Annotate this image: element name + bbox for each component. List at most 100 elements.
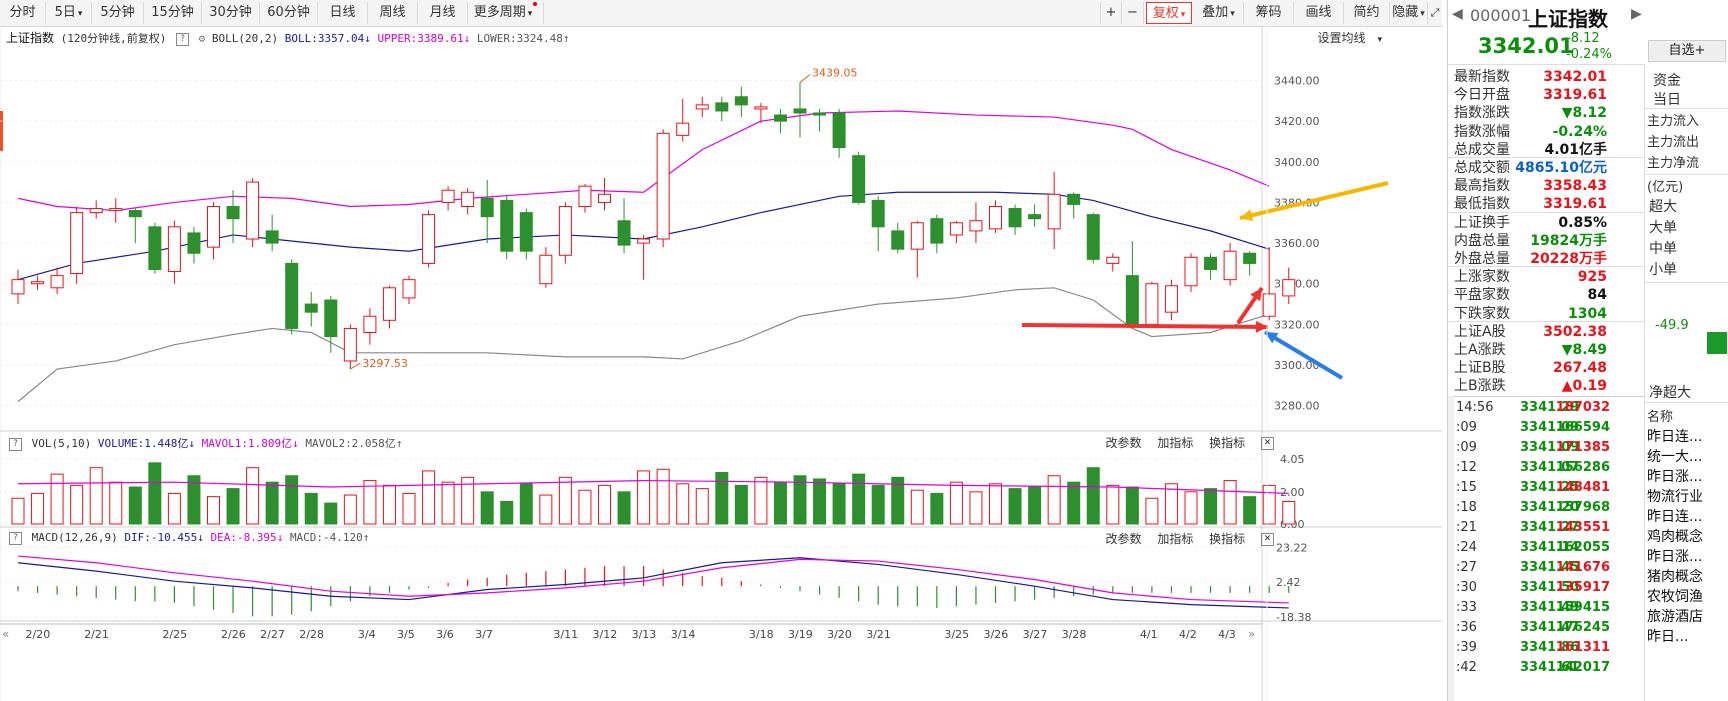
caret-down-icon: ▾ bbox=[1420, 9, 1425, 19]
stat-value: ▼8.12 bbox=[1561, 105, 1607, 122]
concept-item[interactable]: 猪肉概念 bbox=[1647, 569, 1703, 585]
candle-body bbox=[89, 208, 103, 214]
period-tab-60min[interactable]: 60分钟 bbox=[260, 2, 318, 24]
candle-body bbox=[1106, 256, 1120, 264]
help-icon[interactable]: ? bbox=[9, 437, 22, 451]
period-tab-30min[interactable]: 30分钟 bbox=[202, 2, 260, 24]
tick-volume: 157968 bbox=[1555, 500, 1610, 515]
candle-body bbox=[31, 281, 45, 285]
gear-icon[interactable]: ⚙ bbox=[198, 32, 206, 45]
period-tab-5day[interactable]: 5日 ▾ bbox=[46, 2, 92, 24]
tick-volume: 166594 bbox=[1555, 420, 1610, 435]
chips-label: 筹码 bbox=[1255, 5, 1282, 20]
tick-volume: 148481 bbox=[1555, 480, 1610, 495]
tick-time: :30 bbox=[1456, 580, 1477, 595]
help-icon[interactable]: ? bbox=[9, 531, 22, 545]
candle-body bbox=[852, 155, 866, 203]
price-change-pct: -0.24% bbox=[1566, 47, 1612, 62]
simple-button[interactable]: 简约 bbox=[1344, 2, 1390, 24]
mavol-line bbox=[17, 479, 1289, 495]
tick-volume: 142017 bbox=[1555, 660, 1610, 675]
volume-bar bbox=[715, 472, 729, 525]
period-tab-week[interactable]: 周线 bbox=[368, 2, 418, 24]
tab-fund[interactable]: 资金 bbox=[1653, 73, 1681, 89]
fullscreen-button[interactable]: ⤢ bbox=[1428, 2, 1442, 24]
tab-today[interactable]: 当日 bbox=[1653, 92, 1681, 108]
concept-item[interactable]: 物流行业 bbox=[1647, 489, 1703, 505]
overlay-dropdown[interactable]: 叠加 ▾ bbox=[1194, 2, 1244, 24]
stat-label: 上涨家数 bbox=[1454, 269, 1510, 286]
annotation-arrow-red-shaft bbox=[1021, 323, 1269, 329]
ma-settings-label: 设置均线 bbox=[1317, 31, 1366, 45]
period-tab-5min[interactable]: 5分钟 bbox=[92, 2, 144, 24]
tick-time: :36 bbox=[1456, 620, 1477, 635]
concept-item[interactable]: 昨日连... bbox=[1647, 509, 1703, 525]
stat-label: 平盘家数 bbox=[1454, 287, 1510, 304]
help-icon[interactable]: ? bbox=[176, 32, 190, 46]
period-tab-more[interactable]: 更多周期 ▾ bbox=[468, 2, 544, 24]
concept-item[interactable]: 旅游酒店 bbox=[1647, 609, 1703, 625]
stat-row: 最高指数 3358.43 bbox=[1454, 176, 1607, 196]
chips-button[interactable]: 筹码 bbox=[1244, 2, 1294, 24]
add-indicator-button[interactable]: 加指标 bbox=[1157, 436, 1194, 450]
candle-body bbox=[949, 222, 963, 236]
volume-bar bbox=[1106, 484, 1120, 525]
xaxis-date-label: 3/12 bbox=[593, 628, 618, 641]
period-tab-month[interactable]: 月线 bbox=[418, 2, 468, 24]
xaxis-date-label: 3/19 bbox=[788, 628, 813, 641]
size-s-label: 小单 bbox=[1649, 262, 1677, 278]
adjust-dropdown[interactable]: 复权 ▾ bbox=[1146, 2, 1192, 24]
next-stock-icon[interactable]: ▶ bbox=[1631, 6, 1642, 22]
zoom-in-button[interactable]: + bbox=[1100, 2, 1122, 24]
volume-bar bbox=[265, 481, 279, 525]
ma-settings-button[interactable]: 设置均线 ▾ bbox=[1305, 29, 1382, 46]
price-change: -8.12 bbox=[1566, 31, 1600, 46]
close-icon[interactable]: ✕ bbox=[1261, 533, 1274, 546]
stat-row: 指数涨幅 -0.24% bbox=[1454, 122, 1607, 142]
concept-item[interactable]: 农牧饲渔 bbox=[1647, 589, 1703, 605]
close-icon[interactable]: ✕ bbox=[1261, 437, 1274, 450]
switch-indicator-button[interactable]: 换指标 bbox=[1209, 436, 1246, 450]
zoom-out-button[interactable]: − bbox=[1122, 2, 1144, 24]
concept-item[interactable]: 鸡肉概念 bbox=[1647, 529, 1703, 545]
candle-body bbox=[539, 254, 553, 285]
tick-price: 3341.45 bbox=[1520, 560, 1580, 575]
switch-indicator-button[interactable]: 换指标 bbox=[1209, 532, 1246, 546]
period-tab-fenshi[interactable]: 分时 bbox=[0, 2, 46, 24]
concept-item[interactable]: 昨日涨... bbox=[1647, 549, 1703, 565]
period-tab-label: 月线 bbox=[429, 5, 456, 20]
stat-value: 0.85% bbox=[1558, 214, 1607, 231]
net-xl-bar bbox=[1707, 332, 1727, 354]
period-tab-15min[interactable]: 15分钟 bbox=[144, 2, 202, 24]
prev-stock-icon[interactable]: ◀ bbox=[1452, 6, 1463, 22]
stat-value: 3319.61 bbox=[1543, 87, 1607, 104]
price-tick-label: 3300.00 bbox=[1274, 359, 1320, 372]
period-tab-day[interactable]: 日线 bbox=[318, 2, 368, 24]
main-inflow-label: 主力流入 bbox=[1647, 114, 1700, 129]
stat-row: 平盘家数 84 bbox=[1454, 285, 1607, 305]
candle-body bbox=[324, 299, 338, 338]
volume-bar bbox=[871, 484, 885, 525]
tick-row: :33 3341.49 159415 bbox=[1456, 598, 1610, 618]
concept-item[interactable]: 统一大... bbox=[1647, 449, 1703, 465]
xaxis-date-label: 4/3 bbox=[1218, 628, 1236, 641]
change-param-button[interactable]: 改参数 bbox=[1105, 532, 1142, 546]
candle-body bbox=[128, 210, 142, 218]
change-param-button[interactable]: 改参数 bbox=[1105, 436, 1142, 450]
caret-down-icon: ▾ bbox=[1230, 9, 1235, 19]
concept-item[interactable]: 昨日涨... bbox=[1647, 469, 1703, 485]
chart-area: 3440.003420.003400.003380.003360.003340.… bbox=[0, 26, 1442, 701]
add-watchlist-button[interactable]: 自选+ bbox=[1648, 40, 1726, 62]
concept-item[interactable]: 昨日... bbox=[1647, 629, 1689, 645]
volume-bar bbox=[1008, 488, 1022, 525]
stat-label: 上B涨跌 bbox=[1454, 378, 1506, 395]
draw-button[interactable]: 画线 bbox=[1294, 2, 1344, 24]
tick-list[interactable]: 14:56 3341.29 187032:09 3341.09 166594:09 334… bbox=[1448, 396, 1644, 701]
kline-chart[interactable]: 3440.003420.003400.003380.003360.003340.… bbox=[0, 26, 1442, 701]
volume-bar bbox=[578, 489, 592, 525]
hide-dropdown[interactable]: 隐藏 ▾ bbox=[1390, 2, 1428, 24]
xaxis-date-label: 3/7 bbox=[475, 628, 493, 641]
concept-item[interactable]: 昨日连... bbox=[1647, 429, 1703, 445]
add-indicator-button[interactable]: 加指标 bbox=[1157, 532, 1194, 546]
high-mark-pointer bbox=[799, 74, 811, 83]
